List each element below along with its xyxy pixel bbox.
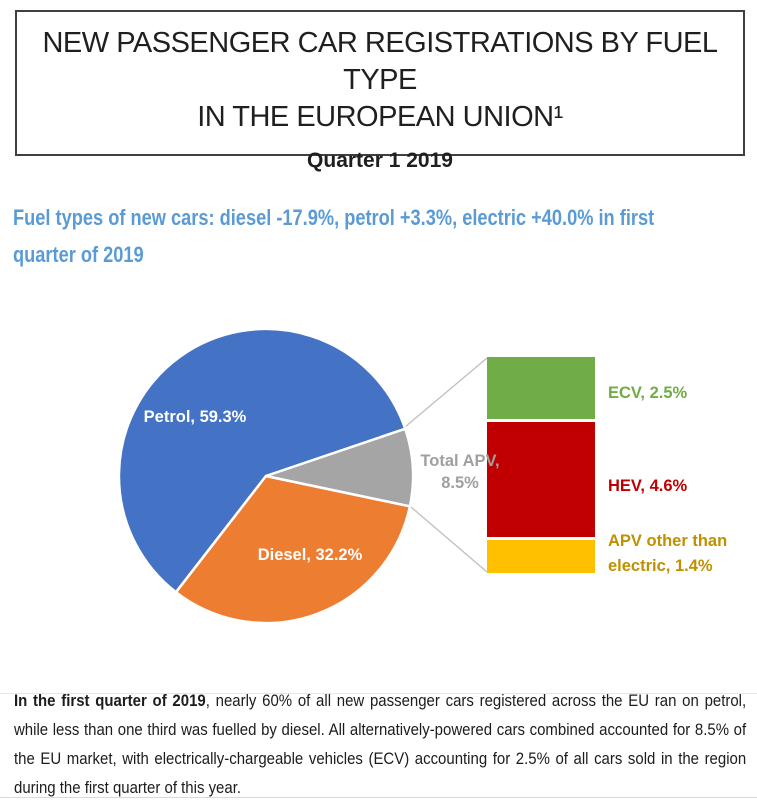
fuel-type-chart: Petrol, 59.3% Diesel, 32.2% Total APV, 8… (117, 327, 727, 625)
apv-other-label-line2: electric, 1.4% (608, 557, 713, 575)
summary-lead: In the first quarter of 2019 (14, 691, 206, 710)
highlight-line1: Fuel types of new cars: diesel -17.9%, p… (13, 205, 655, 230)
diesel-slice-label: Diesel, 32.2% (258, 546, 363, 564)
bar-segment-apv-other (487, 540, 595, 573)
total-apv-label-line1: Total APV, (420, 452, 499, 470)
petrol-slice-label: Petrol, 59.3% (144, 408, 247, 426)
bottom-divider (0, 797, 757, 798)
bar-segment-ecv (487, 357, 595, 419)
header-box: NEW PASSENGER CAR REGISTRATIONS BY FUEL … (15, 10, 745, 172)
quarter-subtitle: Quarter 1 2019 (307, 149, 453, 172)
page-title: NEW PASSENGER CAR REGISTRATIONS BY FUEL … (17, 25, 743, 136)
pie-slice-diesel (174, 474, 412, 625)
summary-paragraph: In the first quarter of 2019, nearly 60%… (14, 686, 746, 800)
highlight-heading: Fuel types of new cars: diesel -17.9%, p… (13, 199, 742, 273)
page-title-line2: IN THE EUROPEAN UNION¹ (197, 101, 563, 133)
top-divider (0, 693, 757, 694)
apv-other-label-line1: APV other than (608, 532, 727, 550)
page-title-line1: NEW PASSENGER CAR REGISTRATIONS BY FUEL … (42, 27, 718, 96)
leader-line-top (404, 357, 488, 428)
total-apv-label-line2: 8.5% (441, 474, 479, 492)
leader-line-bottom (410, 506, 488, 573)
highlight-line2: quarter of 2019 (13, 242, 144, 267)
pie-slice-total-apv (264, 427, 415, 508)
summary-rest: , nearly 60% of all new passenger cars r… (14, 691, 747, 797)
hev-label: HEV, 4.6% (608, 477, 688, 495)
bar-segment-hev (487, 422, 595, 537)
ecv-label: ECV, 2.5% (608, 384, 688, 402)
pie-slice-petrol (117, 327, 407, 594)
